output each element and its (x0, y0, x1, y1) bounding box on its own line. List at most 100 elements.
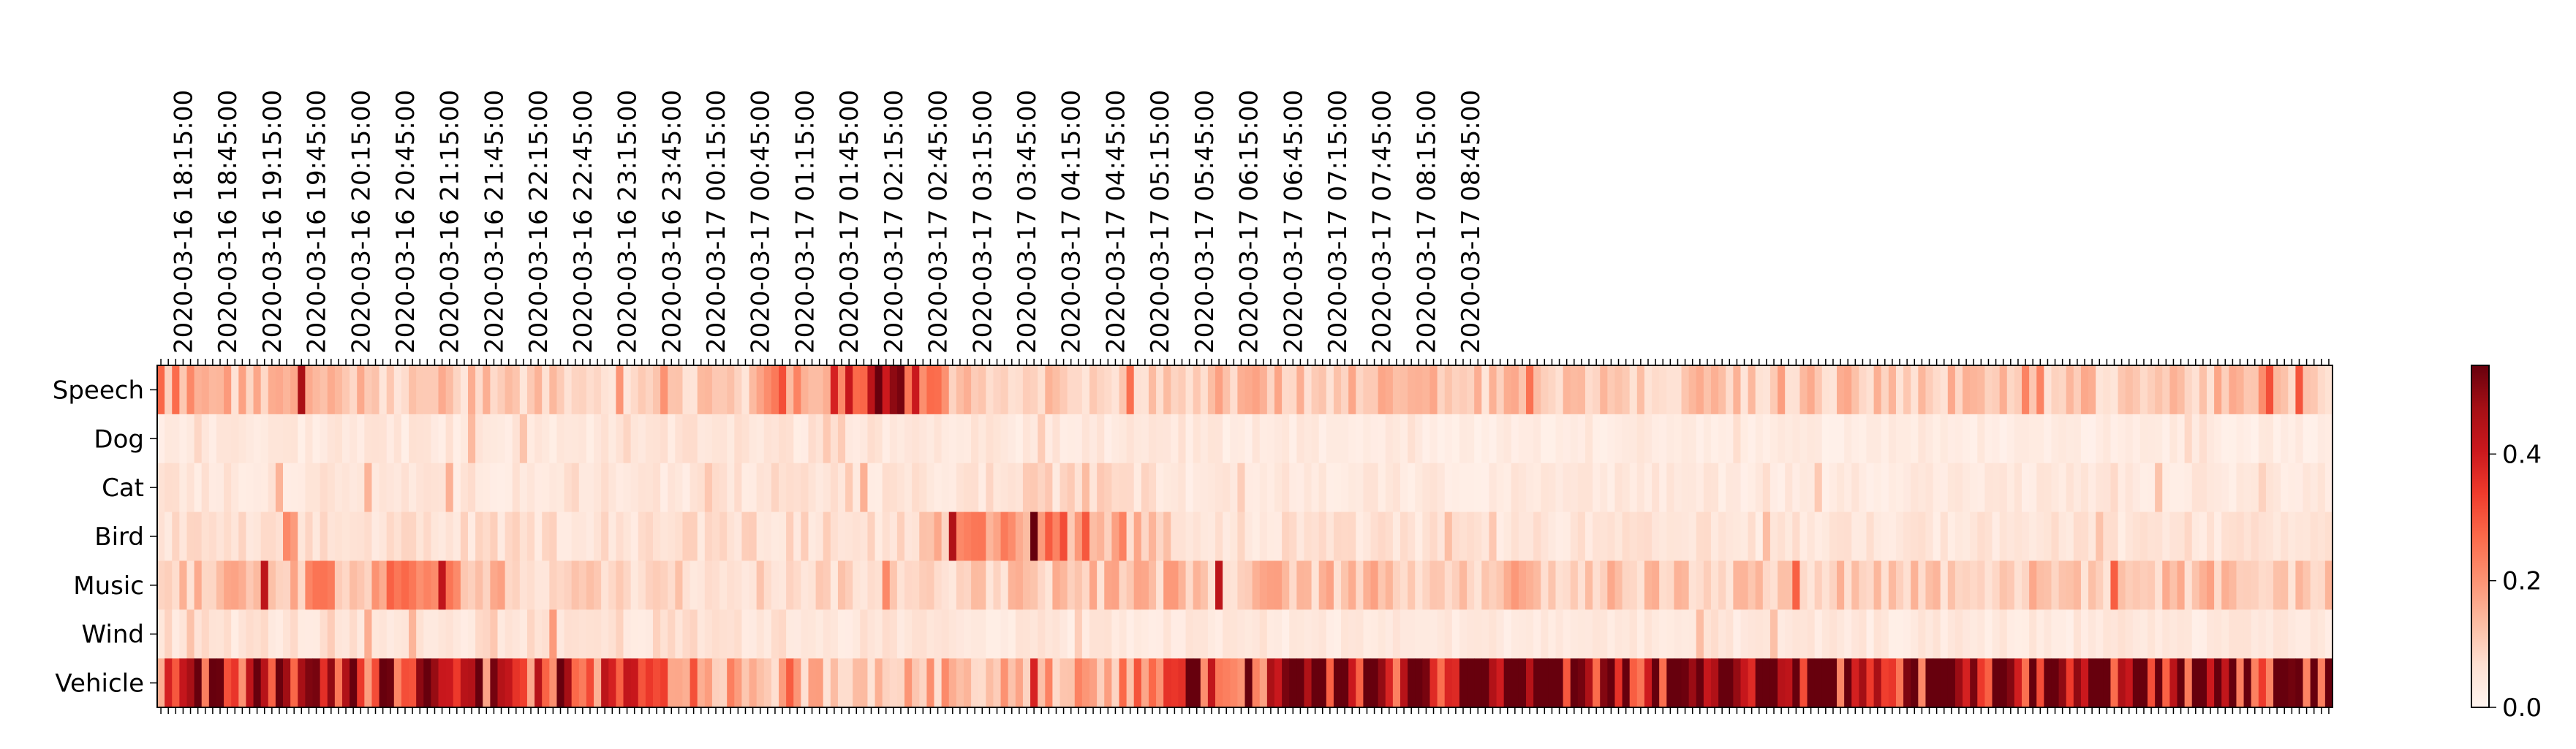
heatmap-cell (2191, 560, 2200, 610)
heatmap-cell (201, 512, 210, 562)
heatmap-cell (2132, 609, 2141, 659)
heatmap-cell (1526, 560, 1534, 610)
heatmap-cell (2324, 658, 2333, 708)
heatmap-cell (497, 365, 506, 415)
heatmap-cell (1467, 512, 1475, 562)
x-tick-label: 2020-03-16 21:45:00 (480, 90, 509, 354)
heatmap-cell (1674, 512, 1682, 562)
heatmap-cell (2214, 512, 2222, 562)
heatmap-cell (1097, 414, 1105, 464)
heatmap-cell (1356, 658, 1364, 708)
heatmap-cell (172, 609, 180, 659)
heatmap-cell (1593, 609, 1601, 659)
heatmap-cell (571, 560, 580, 610)
heatmap-cell (179, 658, 188, 708)
heatmap-cell (1326, 463, 1334, 513)
heatmap-cell (556, 560, 565, 610)
heatmap-cell (1933, 658, 1941, 708)
x-tick-label: 2020-03-16 20:45:00 (391, 90, 420, 354)
heatmap-cell (993, 414, 1002, 464)
heatmap-cell (1126, 658, 1135, 708)
heatmap-cell (290, 658, 298, 708)
heatmap-cell (1718, 414, 1726, 464)
heatmap-cell (357, 365, 365, 415)
heatmap-cell (2103, 609, 2112, 659)
heatmap-cell (845, 365, 853, 415)
heatmap-cell (1837, 512, 1845, 562)
heatmap-cell (1008, 365, 1016, 415)
heatmap-cell (2139, 365, 2148, 415)
heatmap-cell (1237, 365, 1246, 415)
heatmap-cell (1954, 365, 1963, 415)
heatmap-cell (386, 658, 395, 708)
heatmap-cell (616, 512, 624, 562)
heatmap-cell (675, 658, 684, 708)
heatmap-cell (1148, 365, 1157, 415)
heatmap-cell (1363, 560, 1372, 610)
heatmap-cell (1688, 414, 1697, 464)
heatmap-cell (697, 414, 706, 464)
heatmap-cell (1237, 658, 1246, 708)
heatmap-cell (371, 365, 380, 415)
heatmap-cell (904, 365, 913, 415)
heatmap-cell (1045, 414, 1054, 464)
heatmap-cell (2139, 414, 2148, 464)
heatmap-cell (327, 414, 336, 464)
heatmap-cell (1807, 365, 1816, 415)
heatmap-cell (327, 365, 336, 415)
heatmap-cell (1230, 512, 1238, 562)
heatmap-cell (1903, 658, 1911, 708)
heatmap-cell (1133, 560, 1142, 610)
heatmap-cell (1415, 463, 1423, 513)
heatmap-cell (445, 414, 454, 464)
heatmap-cell (1333, 512, 1342, 562)
heatmap-cell (1408, 463, 1416, 513)
heatmap-cell (1851, 560, 1859, 610)
heatmap-cell (542, 560, 550, 610)
heatmap-cell (1762, 560, 1771, 610)
heatmap-cell (2148, 609, 2156, 659)
heatmap-cell (431, 414, 439, 464)
heatmap-cell (808, 512, 817, 562)
heatmap-cell (1193, 560, 1201, 610)
heatmap-cell (786, 512, 794, 562)
heatmap-cell (1156, 560, 1164, 610)
heatmap-cell (1895, 560, 1904, 610)
heatmap-cell (786, 609, 794, 659)
heatmap-cell (497, 658, 506, 708)
heatmap-cell (2148, 365, 2156, 415)
heatmap-cell (201, 365, 210, 415)
heatmap-cell (1652, 560, 1660, 610)
heatmap-cell (2251, 463, 2259, 513)
heatmap-cell (934, 609, 943, 659)
heatmap-cell (246, 658, 254, 708)
heatmap-cell (549, 365, 558, 415)
heatmap-cell (1400, 560, 1408, 610)
heatmap-cell (601, 365, 609, 415)
heatmap-cell (793, 365, 801, 415)
heatmap-cell (1223, 560, 1231, 610)
heatmap-cell (1681, 658, 1690, 708)
heatmap-cell (1814, 658, 1823, 708)
heatmap-cell (793, 560, 801, 610)
heatmap-cell (1821, 609, 1830, 659)
heatmap-cell (926, 414, 935, 464)
heatmap-cell (1392, 463, 1401, 513)
heatmap-cell (1584, 414, 1593, 464)
heatmap-cell (1674, 365, 1682, 415)
heatmap-cell (2258, 658, 2267, 708)
heatmap-cell (1266, 365, 1275, 415)
heatmap-cell (1748, 414, 1756, 464)
heatmap-cell (1052, 560, 1061, 610)
heatmap-cell (268, 658, 276, 708)
heatmap-cell (1947, 512, 1956, 562)
heatmap-cell (1918, 609, 1927, 659)
heatmap-cell (645, 463, 654, 513)
heatmap-cell (571, 658, 580, 708)
heatmap-cell (556, 365, 565, 415)
heatmap-cell (1230, 658, 1238, 708)
heatmap-cell (2317, 658, 2326, 708)
heatmap-cell (1429, 365, 1438, 415)
heatmap-cell (1030, 365, 1038, 415)
heatmap-cell (409, 658, 417, 708)
